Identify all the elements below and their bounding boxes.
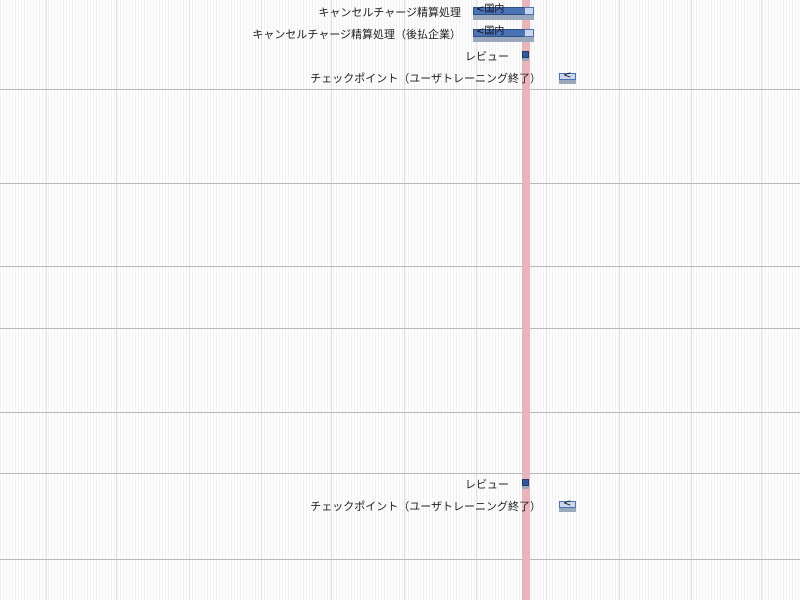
row-separator [0,183,800,184]
checkpoint-bar-shadow [559,80,576,84]
checkpoint-bar-shadow [559,508,576,512]
row-separator [0,266,800,267]
column-gridline [404,0,405,600]
column-gridline [331,0,332,600]
row-separator [0,559,800,560]
task-label: チェックポイント（ユーザトレーニング終了） [310,500,541,513]
row-separator [0,412,800,413]
column-gridline [261,0,262,600]
checkpoint-bar-body [559,73,576,80]
row-separator [0,473,800,474]
column-gridline [189,0,190,600]
task-label: レビュー [465,478,509,491]
task-bar-remaining [524,7,534,15]
column-gridline [476,0,477,600]
milestone-icon [522,51,529,58]
task-bar[interactable]: <国内 [473,4,534,20]
column-gridline [546,0,547,600]
task-bar-label: <国内 [476,4,505,15]
task-label: チェックポイント（ユーザトレーニング終了） [310,72,541,85]
column-gridline [619,0,620,600]
today-marker-line [522,0,530,600]
column-gridline [761,0,762,600]
milestone-marker[interactable] [522,51,529,61]
checkpoint-bar-label: < [563,70,572,81]
row-separator [0,328,800,329]
task-bar[interactable]: <国内 [473,26,534,42]
milestone-shadow [522,486,529,489]
milestone-icon [522,479,529,486]
checkpoint-bar-body [559,501,576,508]
milestone-marker[interactable] [522,479,529,489]
task-label: キャンセルチャージ精算処理（後払企業） [252,28,461,41]
task-bar-label: <国内 [476,26,505,37]
column-gridline [116,0,117,600]
task-bar-remaining [524,29,534,37]
checkpoint-bar[interactable]: < [559,498,576,512]
checkpoint-bar-label: < [563,498,572,509]
row-separator [0,89,800,90]
task-label: キャンセルチャージ精算処理 [318,6,461,19]
column-gridline [691,0,692,600]
task-label: レビュー [465,50,509,63]
checkpoint-bar[interactable]: < [559,70,576,84]
milestone-shadow [522,58,529,61]
column-gridline [46,0,47,600]
